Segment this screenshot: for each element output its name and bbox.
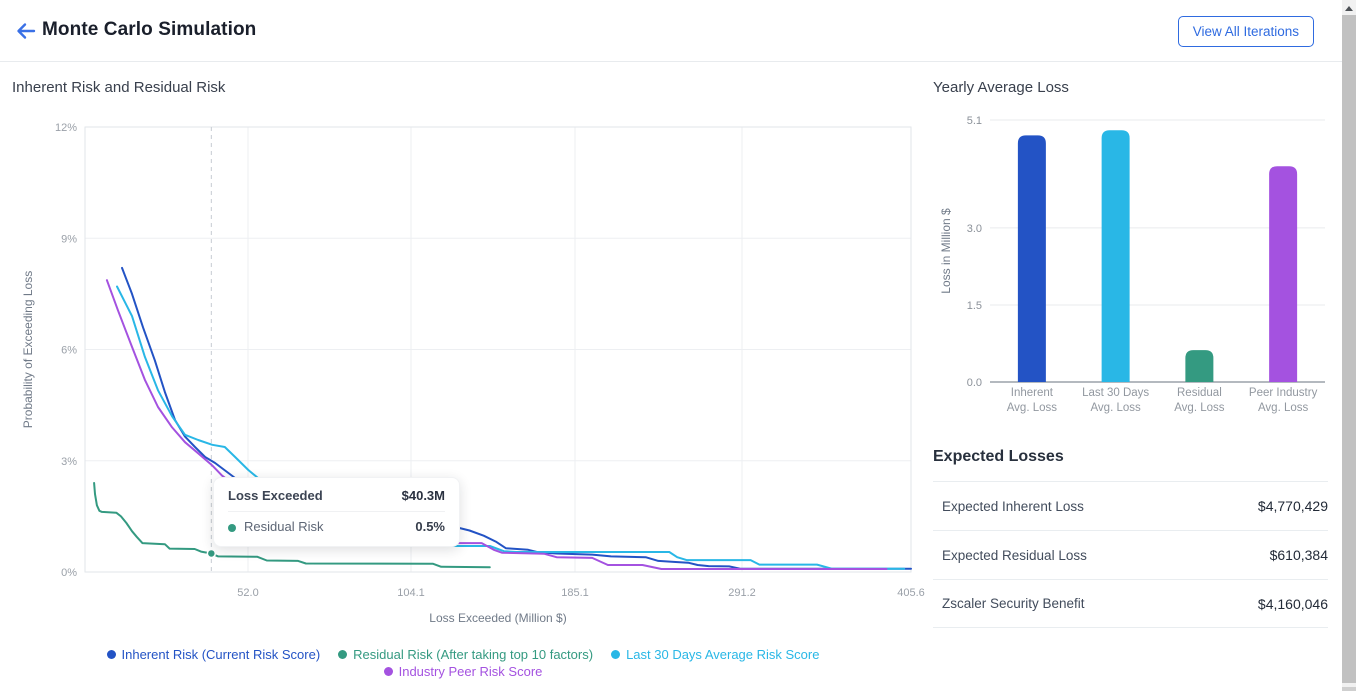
left-arrow-icon — [17, 22, 36, 39]
x-axis-tick-label: 52.0 — [237, 587, 258, 599]
expected-losses-row: Expected Inherent Loss $4,770,429 — [933, 481, 1328, 530]
x-axis-tick-label: 291.2 — [728, 587, 756, 599]
bar-category-label: Avg. Loss — [1007, 402, 1058, 414]
bar-residual-avg-loss[interactable] — [1185, 350, 1214, 382]
back-button[interactable] — [12, 18, 40, 46]
expected-losses-row: Zscaler Security Benefit $4,160,046 — [933, 579, 1328, 628]
tooltip-title: Loss Exceeded — [228, 488, 323, 503]
bar-y-axis-title: Loss in Million $ — [939, 208, 953, 294]
legend-item-inherent-risk-current-risk-score[interactable]: Inherent Risk (Current Risk Score) — [106, 646, 321, 663]
series-line-residual-risk-after-taking-top-10-factors — [93, 482, 491, 569]
hover-marker-dot — [206, 548, 217, 559]
tooltip-series-name: Residual Risk — [228, 518, 323, 536]
y-axis-tick-label: 12% — [55, 122, 77, 134]
scrollbar-down-stub[interactable] — [1342, 687, 1356, 691]
tooltip-loss-value: $40.3M — [401, 488, 445, 503]
y-axis-tick-label: 9% — [61, 233, 77, 245]
view-all-iterations-button[interactable]: View All Iterations — [1177, 16, 1314, 47]
expected-residual-loss-value: $610,384 — [1269, 547, 1328, 563]
residual-risk-dot-icon — [228, 523, 236, 532]
expected-losses-section: Expected Losses Expected Inherent Loss $… — [933, 448, 1328, 628]
zscaler-security-benefit-label: Zscaler Security Benefit — [942, 596, 1085, 611]
plot-border — [84, 126, 912, 573]
bar-category-label: Avg. Loss — [1258, 402, 1309, 414]
expected-losses-title: Expected Losses — [933, 448, 1064, 465]
legend-dot-icon — [611, 650, 621, 659]
zscaler-security-benefit-value: $4,160,046 — [1257, 595, 1328, 612]
bar-inherent-avg-loss[interactable] — [1017, 135, 1046, 382]
y-axis-tick-label: 3.0 — [967, 223, 982, 235]
y-axis-tick-label: 1.5 — [967, 300, 982, 312]
x-axis-title: Loss Exceeded (Million $) — [429, 611, 566, 625]
page-title: Monte Carlo Simulation — [42, 19, 257, 40]
tooltip-series-value: 0.5% — [415, 519, 445, 534]
x-axis-tick-label: 185.1 — [561, 587, 589, 599]
page-header: Monte Carlo Simulation View All Iteratio… — [0, 0, 1342, 62]
legend-item-residual-risk-after-taking-top-10-factors[interactable]: Residual Risk (After taking top 10 facto… — [338, 646, 593, 663]
legend-label: Industry Peer Risk Score — [398, 664, 543, 679]
line-chart-title: Inherent Risk and Residual Risk — [12, 79, 226, 96]
legend-dot-icon — [106, 650, 116, 659]
bar-peer-industry-avg-loss[interactable] — [1269, 166, 1298, 382]
bar-category-label: Peer Industry — [1249, 387, 1318, 399]
vertical-scrollbar[interactable] — [1342, 0, 1356, 691]
expected-losses-row: Expected Residual Loss $610,384 — [933, 530, 1328, 579]
expected-inherent-loss-value: $4,770,429 — [1257, 498, 1328, 514]
expected-inherent-loss-label: Expected Inherent Loss — [942, 498, 1084, 514]
legend-item-last-30-days-average-risk-score[interactable]: Last 30 Days Average Risk Score — [611, 646, 819, 663]
y-axis-tick-label: 5.1 — [967, 115, 982, 127]
scrollbar-up-arrow-icon[interactable] — [1342, 0, 1356, 15]
scrollbar-thumb[interactable] — [1342, 15, 1356, 683]
legend-dot-icon — [383, 667, 393, 676]
bar-category-label: Residual — [1177, 387, 1222, 399]
legend-label: Inherent Risk (Current Risk Score) — [121, 647, 321, 662]
line-chart-legend: Inherent Risk (Current Risk Score) Residu… — [0, 646, 926, 680]
y-axis-tick-label: 3% — [61, 456, 77, 468]
expected-residual-loss-label: Expected Residual Loss — [942, 547, 1087, 563]
legend-item-industry-peer-risk-score[interactable]: Industry Peer Risk Score — [383, 663, 543, 680]
bar-last-30-days-avg-loss[interactable] — [1101, 130, 1130, 382]
legend-dot-icon — [338, 650, 348, 659]
y-axis-tick-label: 0% — [61, 567, 77, 579]
bar-category-label: Avg. Loss — [1090, 402, 1141, 414]
bar-chart-title: Yearly Average Loss — [933, 79, 1069, 96]
bar-category-label: Inherent — [1011, 387, 1054, 399]
x-axis-tick-label: 405.6 — [897, 587, 925, 599]
bar-category-label: Avg. Loss — [1174, 402, 1225, 414]
legend-label: Residual Risk (After taking top 10 facto… — [353, 647, 594, 662]
legend-label: Last 30 Days Average Risk Score — [626, 647, 820, 662]
y-axis-tick-label: 6% — [61, 345, 77, 357]
y-axis-tick-label: 0.0 — [967, 377, 982, 389]
y-axis-title: Probability of Exceeding Loss — [21, 271, 35, 428]
risk-line-chart[interactable]: 0% 3% 6% 9% 12% 52.0 104.1 185.1 291.2 405.6 Loss … — [0, 62, 926, 691]
bar-category-label: Last 30 Days — [1082, 387, 1149, 399]
chart-tooltip: Loss Exceeded $40.3M Residual Risk 0.5% — [213, 477, 460, 547]
yearly-average-loss-bar-chart[interactable]: 0.0 1.5 3.0 5.1 Inherent Avg. Loss Last 30 Day… — [926, 62, 1342, 442]
x-axis-tick-label: 104.1 — [397, 587, 425, 599]
